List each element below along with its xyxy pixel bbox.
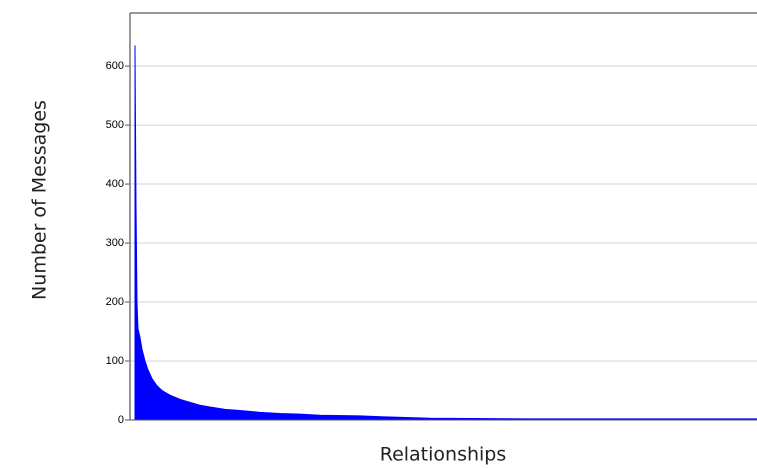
y-axis-title: Number of Messages: [29, 100, 51, 300]
y-tick-label: 500: [106, 119, 124, 131]
y-tick-label: 100: [106, 355, 124, 367]
area: [134, 45, 757, 421]
y-tick-label: 600: [106, 60, 124, 72]
y-tick-label: 0: [118, 414, 124, 426]
y-tick-label: 200: [106, 296, 124, 308]
x-axis-title: Relationships: [380, 444, 507, 466]
y-tick-label: 400: [106, 178, 124, 190]
y-tick-label: 300: [106, 237, 124, 249]
plot-background: [130, 13, 757, 420]
